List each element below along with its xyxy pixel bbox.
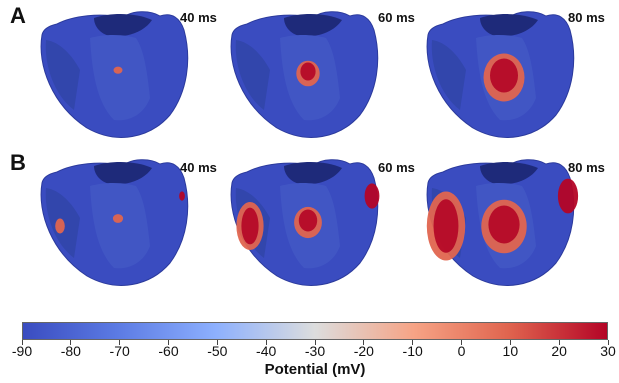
- activation-core: [298, 209, 318, 232]
- activation-core: [300, 62, 316, 81]
- heart-model: [230, 11, 379, 138]
- atrial-cavity: [94, 14, 152, 37]
- colorbar-tick-label: -90: [11, 343, 33, 359]
- time-label-b-1: 40 ms: [180, 160, 217, 175]
- septal-activation-core: [241, 207, 259, 245]
- heart-model: [230, 159, 380, 286]
- colorbar-tick-label: -10: [402, 343, 423, 359]
- colorbar-tick-label: -30: [304, 343, 326, 359]
- right-ventricle-cut: [235, 40, 270, 110]
- septal-activation-core: [433, 199, 459, 253]
- atrial-cavity: [480, 162, 538, 185]
- atrial-cavity: [94, 162, 152, 185]
- epicardial-activation: [179, 191, 185, 201]
- time-label-a-1: 40 ms: [180, 10, 217, 25]
- colorbar-tick-label: 0: [457, 343, 466, 359]
- colorbar-tick-label: -80: [60, 343, 81, 359]
- colorbar-tick-label: 10: [502, 343, 519, 359]
- time-label-a-2: 60 ms: [378, 10, 415, 25]
- left-ventricle-surface: [90, 183, 150, 269]
- activation-front: [112, 214, 124, 223]
- activation-front: [113, 66, 123, 74]
- heart-panels: [40, 11, 579, 286]
- colorbar-tick-label: -50: [207, 343, 228, 359]
- colorbar: [22, 322, 608, 340]
- time-label-b-2: 60 ms: [378, 160, 415, 175]
- right-ventricle-cut: [431, 40, 466, 110]
- colorbar-tick-mark: [119, 340, 121, 345]
- time-label-b-3: 80 ms: [568, 160, 605, 175]
- row-label-a: A: [10, 3, 26, 28]
- colorbar-tick-mark: [265, 340, 267, 345]
- epicardial-activation: [364, 183, 380, 209]
- colorbar-tick-mark: [363, 340, 365, 345]
- colorbar-tick-mark: [168, 340, 169, 345]
- atrial-cavity: [284, 14, 342, 37]
- colorbar-tick-mark: [558, 340, 560, 345]
- colorbar-tick-label: 30: [600, 343, 616, 359]
- epicardial-activation: [557, 178, 579, 214]
- left-ventricle-surface: [90, 35, 150, 121]
- atrial-cavity: [480, 14, 538, 37]
- time-label-a-3: 80 ms: [568, 10, 605, 25]
- colorbar-tick-mark: [412, 340, 414, 345]
- right-ventricle-cut: [45, 40, 80, 110]
- colorbar-tick-mark: [461, 340, 462, 345]
- row-label-b: B: [10, 150, 26, 175]
- activation-core: [490, 58, 518, 93]
- colorbar-tick-mark: [21, 340, 23, 345]
- colorbar-tick-mark: [216, 340, 218, 345]
- heart-model: [40, 11, 189, 138]
- colorbar-tick-label: 20: [551, 343, 567, 359]
- colorbar-title: Potential (mV): [264, 361, 366, 378]
- colorbar-tick-label: -20: [353, 343, 374, 359]
- heart-model: [426, 159, 579, 286]
- septal-activation: [55, 218, 65, 234]
- colorbar-tick-label: -40: [256, 343, 277, 359]
- colorbar-tick-label: -60: [158, 343, 179, 359]
- colorbar-tick-mark: [607, 340, 609, 345]
- atrial-cavity: [284, 162, 342, 185]
- heart-model: [40, 159, 189, 286]
- colorbar-tick-mark: [70, 340, 72, 345]
- activation-core: [488, 205, 520, 244]
- colorbar-tick-mark: [509, 340, 511, 345]
- colorbar-tick-label: -70: [109, 343, 130, 359]
- heart-model: [426, 11, 575, 138]
- colorbar-tick-mark: [314, 340, 316, 345]
